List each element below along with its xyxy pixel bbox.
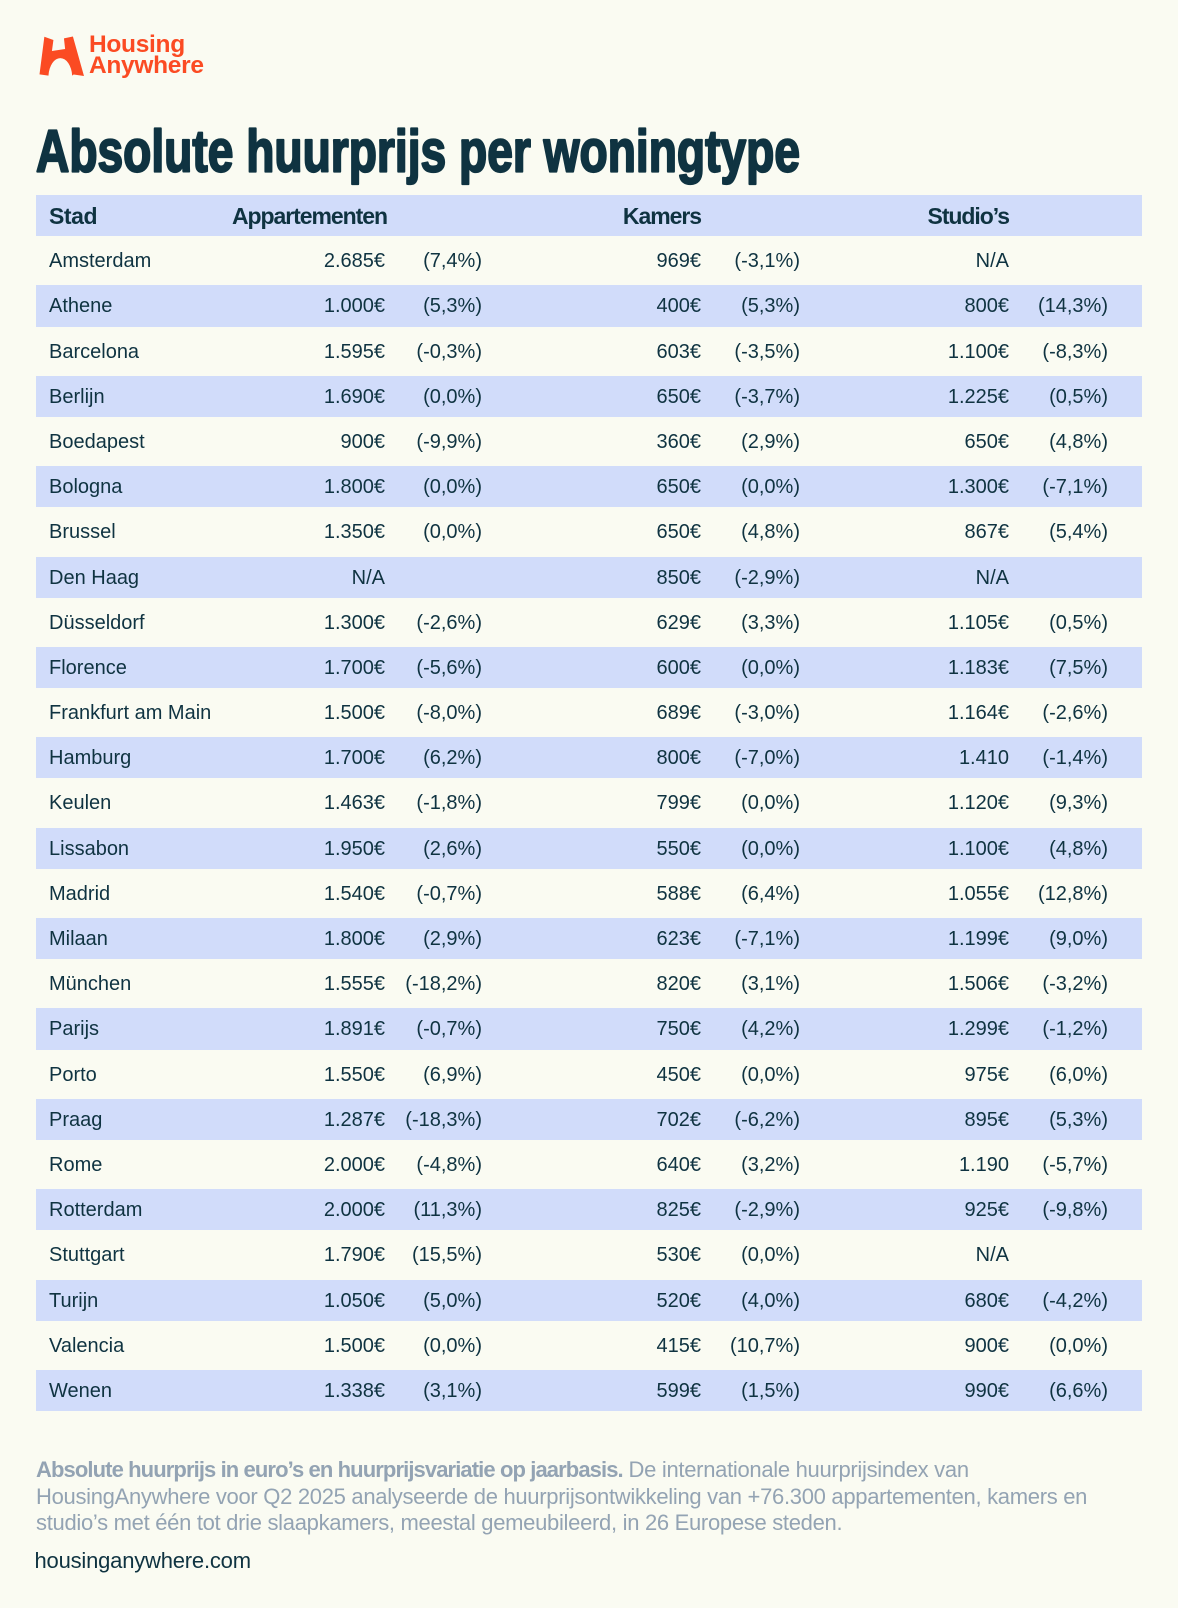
svg-text:Absolute huurprijs per woningt: Absolute huurprijs per woningtype: [36, 118, 800, 184]
